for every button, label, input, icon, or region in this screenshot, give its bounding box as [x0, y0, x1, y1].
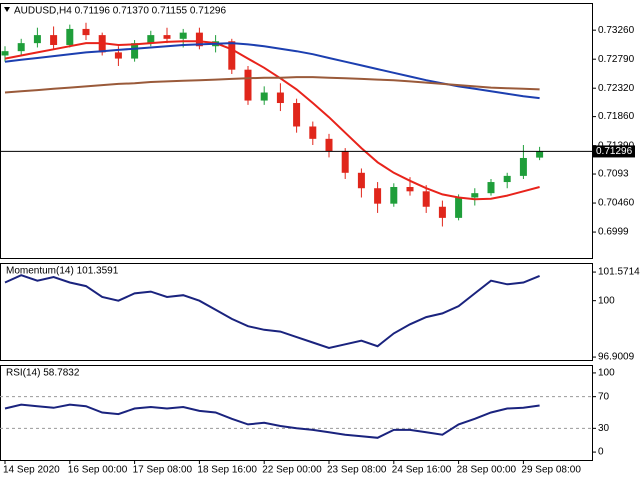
x-tick-label: 16 Sep 00:00: [68, 465, 128, 476]
candle-body: [179, 32, 187, 39]
panel-title: Momentum(14) 101.3591: [6, 266, 119, 277]
y-tick-label: 100: [598, 295, 615, 306]
candle-body: [131, 43, 139, 59]
candle-body: [374, 188, 382, 204]
x-tick-label: 29 Sep 08:00: [521, 465, 581, 476]
panel-frame: [0, 365, 593, 461]
menu-icon[interactable]: [4, 7, 10, 12]
y-tick-label: 0.72320: [598, 83, 635, 94]
x-tick-label: 24 Sep 16:00: [392, 465, 452, 476]
panel-title: RSI(14) 58.7832: [6, 368, 80, 379]
candle-body: [438, 206, 446, 218]
y-tick-label: 0.7093: [598, 169, 629, 180]
y-tick-label: 0.70460: [598, 198, 635, 209]
panel-frame: [0, 263, 593, 361]
panel-title: AUDUSD,H4 0.71196 0.71370 0.71155 0.7129…: [14, 6, 226, 17]
candle-body: [422, 191, 430, 207]
candle-body: [276, 92, 284, 104]
x-tick-label: 23 Sep 08:00: [327, 465, 387, 476]
candle-body: [1, 51, 9, 56]
y-tick-label: 100: [598, 368, 615, 379]
y-tick-label: 101.5714: [598, 267, 640, 278]
series-line: [4, 403, 540, 439]
candle-body: [17, 43, 25, 52]
candle-body: [309, 126, 317, 139]
y-tick-label: 0.73260: [598, 25, 635, 36]
candle-body: [293, 103, 301, 127]
candle-body: [519, 157, 527, 176]
candle-body: [260, 92, 268, 101]
candle-body: [503, 175, 511, 183]
series-line: [4, 274, 540, 350]
candle-body: [82, 28, 90, 36]
candle-body: [406, 186, 414, 192]
candle-body: [147, 35, 155, 44]
candle-body: [114, 52, 122, 59]
y-tick-label: 96.9009: [598, 352, 635, 363]
x-tick-label: 14 Sep 2020: [3, 465, 60, 476]
x-tick-label: 17 Sep 08:00: [133, 465, 193, 476]
candle-body: [536, 151, 544, 158]
x-tick-label: 18 Sep 16:00: [197, 465, 257, 476]
candle-body: [66, 28, 74, 45]
candle-body: [244, 69, 252, 101]
candle-body: [163, 35, 171, 39]
price-label: 0.71296: [596, 146, 633, 157]
y-tick-label: 0: [598, 447, 604, 458]
candle-body: [455, 197, 463, 218]
candle-body: [357, 172, 365, 189]
candle-body: [487, 182, 495, 194]
candle-body: [50, 35, 58, 45]
panel-frame: [0, 3, 593, 259]
series-line: [4, 76, 540, 94]
x-tick-label: 28 Sep 00:00: [457, 465, 517, 476]
candle-body: [390, 186, 398, 204]
y-tick-label: 0.6999: [598, 227, 629, 238]
candle-body: [228, 41, 236, 70]
series-line: [4, 40, 540, 201]
y-tick-label: 0.72790: [598, 54, 635, 65]
y-tick-label: 0.71860: [598, 111, 635, 122]
candle-body: [325, 138, 333, 152]
price-label-box: [593, 145, 635, 158]
candle-body: [341, 151, 349, 173]
candle-body: [471, 193, 479, 198]
candle-body: [195, 32, 203, 47]
y-tick-label: 30: [598, 423, 610, 434]
y-tick-label: 70: [598, 391, 610, 402]
candle-body: [33, 35, 41, 44]
x-tick-label: 22 Sep 00:00: [262, 465, 322, 476]
